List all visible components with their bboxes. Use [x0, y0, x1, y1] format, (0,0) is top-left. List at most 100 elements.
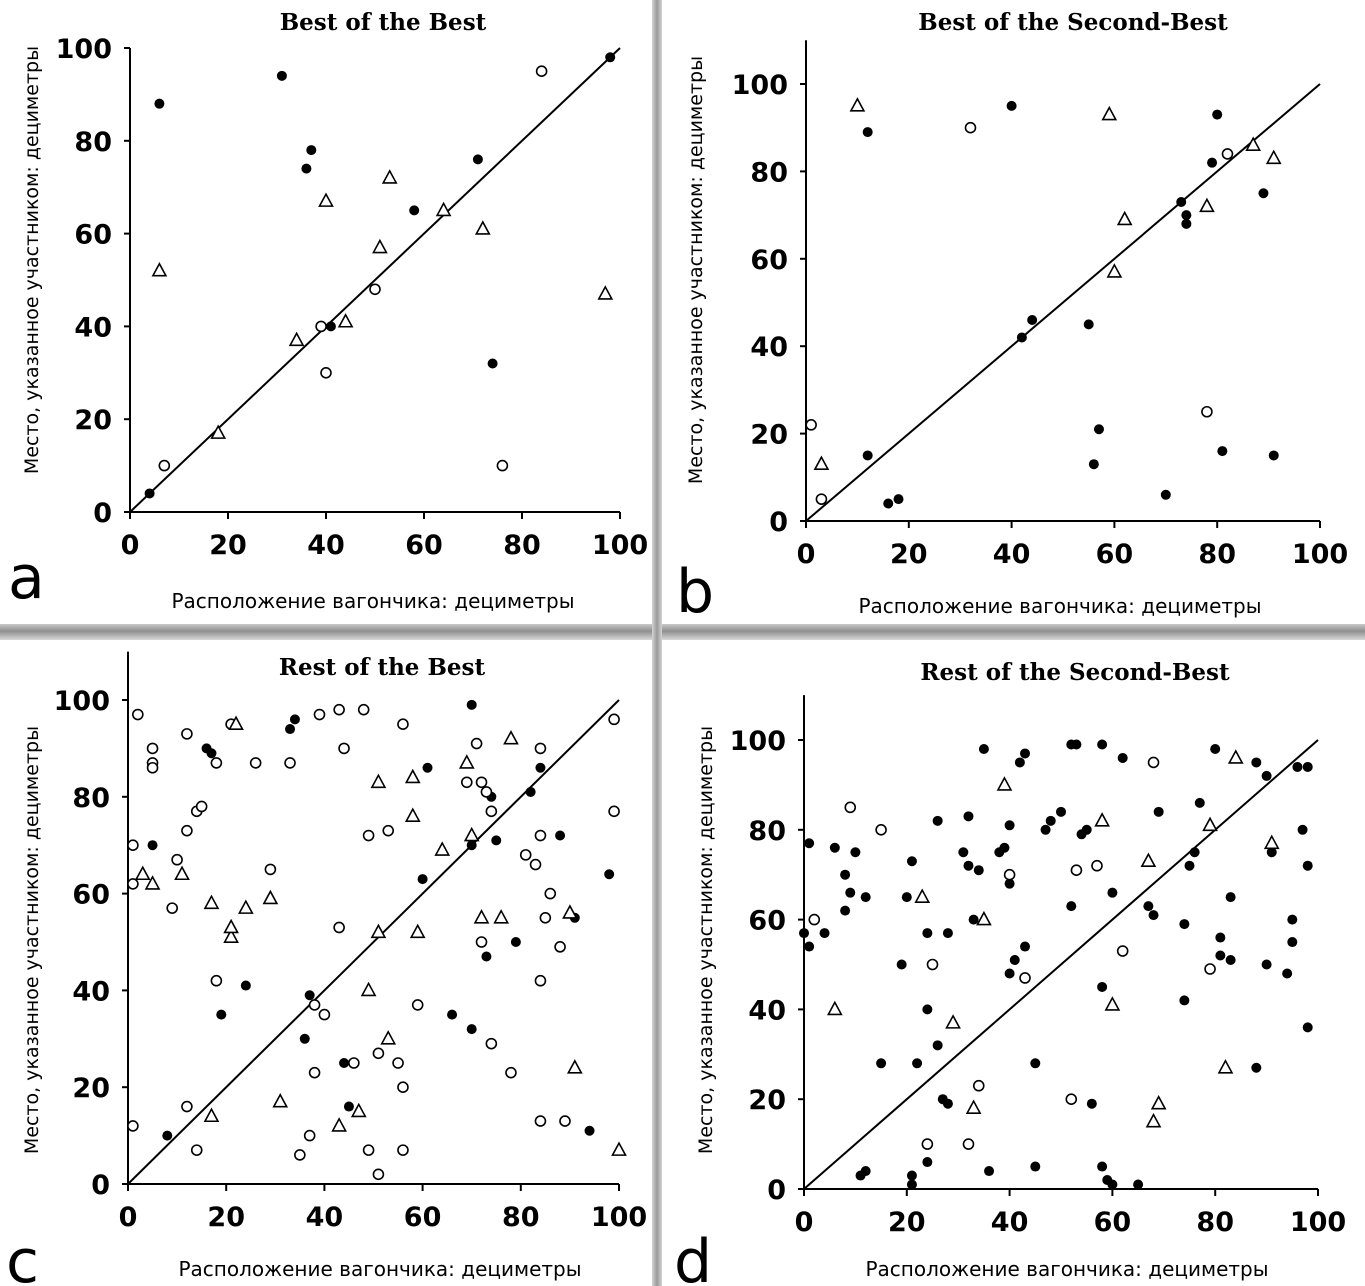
filled-circle-point [1184, 860, 1195, 871]
chart-title: Rest of the Second-Best [920, 659, 1230, 686]
filled-circle-point [876, 1058, 887, 1069]
filled-circle-point [343, 1101, 354, 1112]
triangle-point [463, 826, 480, 842]
open-circle-point [333, 921, 345, 934]
chart-b: Best of the Second-Best b Расположение в… [676, 9, 1348, 624]
triangle-point [380, 1030, 397, 1045]
filled-circle-point [240, 980, 251, 991]
x-tick-label: 60 [405, 530, 443, 561]
filled-circle-point [1268, 450, 1279, 461]
filled-circle-point [896, 959, 907, 970]
y-tick-label: 20 [74, 405, 112, 436]
filled-circle-point [510, 937, 521, 947]
filled-circle-point [1266, 847, 1277, 858]
triangle-point [474, 220, 491, 235]
open-circle-point [1019, 972, 1031, 984]
y-tick-label: 20 [72, 1073, 110, 1104]
y-tick-label: 0 [767, 1175, 786, 1206]
triangle-point [350, 1102, 367, 1118]
triangle-point [1263, 834, 1280, 850]
x-tick-label: 20 [890, 539, 928, 570]
filled-circle-point [1107, 887, 1118, 898]
x-tick-label: 20 [209, 530, 247, 561]
open-circle-point [127, 839, 139, 851]
filled-circle-point [819, 928, 830, 939]
open-circle-point [1091, 859, 1103, 872]
open-circle-point [210, 974, 223, 987]
x-axis-label: Расположение вагончика: дециметры [858, 594, 1261, 618]
open-circle-point [534, 1115, 547, 1127]
open-circle-point [308, 999, 321, 1011]
filled-circle-point [1020, 941, 1031, 952]
y-tick-label: 100 [54, 686, 110, 717]
triangle-point [914, 888, 931, 903]
filled-circle-point [1287, 937, 1298, 948]
triangle-point [337, 313, 354, 328]
filled-circle-point [1040, 824, 1051, 835]
filled-circle-point [906, 1170, 917, 1181]
triangle-point [381, 169, 398, 184]
triangle-point [151, 262, 168, 277]
filled-circle-point [1097, 739, 1108, 750]
filled-circle-point [906, 1179, 917, 1190]
x-tick-label: 80 [1198, 539, 1236, 570]
filled-circle-point [525, 786, 536, 797]
open-circle-point [372, 1047, 385, 1060]
panel-b: Best of the Second-Best b Расположение в… [662, 0, 1365, 624]
y-tick-label: 80 [748, 816, 786, 847]
triangle-point [1145, 1112, 1162, 1128]
filled-circle-point [804, 838, 815, 849]
open-circle-point [372, 1168, 385, 1181]
filled-circle-point [304, 990, 315, 1001]
triangle-point [597, 285, 614, 300]
open-circle-point [554, 941, 566, 953]
x-tick-label: 40 [991, 1207, 1029, 1238]
open-circle-point [805, 419, 817, 431]
open-circle-point [382, 824, 395, 837]
y-axis-label: Место, указанное участником: дециметры [695, 726, 717, 1154]
filled-circle-point [1020, 748, 1031, 759]
open-circle-point [1147, 756, 1160, 769]
filled-circle-point [1027, 314, 1038, 325]
triangle-point [1227, 749, 1244, 764]
triangle-point [370, 923, 387, 939]
triangle-point [945, 1014, 961, 1029]
open-circle-point [475, 776, 488, 789]
triangle-point [996, 776, 1013, 791]
filled-circle-point [299, 1033, 310, 1044]
filled-circle-point [491, 835, 502, 846]
panel-letter: d [674, 1227, 712, 1286]
filled-circle-point [942, 1098, 953, 1109]
x-tick-label: 100 [592, 530, 648, 561]
triangle-point [331, 1117, 347, 1132]
filled-circle-point [1009, 955, 1020, 966]
x-tick-label: 80 [1196, 1207, 1234, 1238]
filled-circle-point [1045, 815, 1056, 826]
filled-circle-point [912, 1058, 923, 1069]
filled-circle-point [840, 869, 851, 880]
triangle-point [976, 910, 992, 926]
x-tick-label: 100 [1290, 1207, 1346, 1238]
open-circle-point [1201, 405, 1213, 418]
filled-circle-point [417, 874, 428, 885]
filled-circle-point [845, 887, 856, 898]
open-circle-point [529, 858, 542, 871]
filled-circle-point [973, 865, 984, 876]
panel-d: Rest of the Second-Best d Расположение в… [662, 640, 1365, 1286]
filled-circle-point [285, 724, 296, 735]
filled-circle-point [147, 840, 158, 851]
open-circle-point [146, 742, 159, 755]
open-circle-point [534, 829, 547, 842]
y-tick-label: 40 [72, 976, 110, 1007]
triangle-point [611, 1141, 627, 1156]
chart-a: Best of the Best a Расположение вагончик… [8, 9, 648, 613]
triangle-point [360, 981, 377, 997]
filled-circle-point [1261, 770, 1272, 781]
triangle-point [174, 865, 190, 881]
filled-circle-point [850, 847, 861, 858]
open-circle-point [1116, 945, 1129, 957]
triangle-point [134, 865, 151, 881]
open-circle-point [315, 320, 327, 333]
identity-line [805, 83, 1321, 522]
x-tick-label: 0 [119, 1202, 138, 1233]
